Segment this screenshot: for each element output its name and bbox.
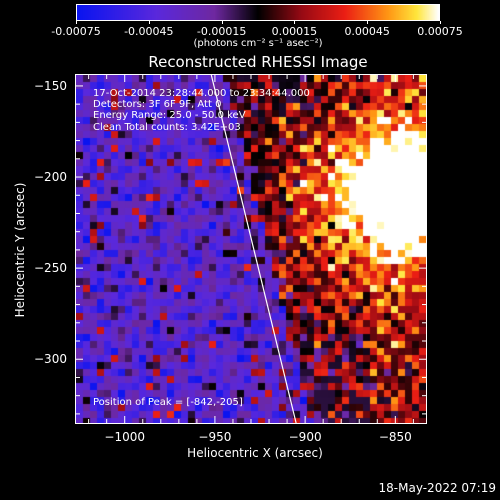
y-tick-label: −300: [34, 352, 67, 367]
solar-limb-line: [210, 74, 297, 424]
colorbar-tick-label: 0.00075: [417, 25, 463, 38]
rhessi-heatmap: [76, 75, 426, 423]
colorbar-tick: [221, 21, 223, 24]
x-tick-label: −1000: [104, 430, 145, 444]
y-tick-label: −150: [34, 78, 67, 93]
plot-frame: [75, 74, 427, 424]
info-time: 17-Oct-2014 23:28:44.000 to 23:34:44.000: [93, 88, 310, 99]
footer-date: 18-May-2022 07:19: [378, 481, 496, 495]
x-tick-label: −900: [288, 430, 322, 444]
x-axis-label: Heliocentric X (arcsec): [187, 446, 323, 460]
colorbar-tick-label: -0.00075: [51, 25, 101, 38]
colorbar-tick: [148, 21, 150, 24]
colorbar-tick: [367, 21, 369, 24]
colorbar-tick-label: -0.00045: [124, 25, 174, 38]
colorbar-tick-label: -0.00015: [196, 25, 247, 38]
colorbar-tick-label: 0.00015: [271, 25, 318, 38]
x-tick-label: −950: [198, 430, 232, 444]
axis-ticks: [76, 75, 426, 423]
y-axis-label: Heliocentric Y (arcsec): [13, 182, 27, 318]
colorbar-units: (photons cm⁻² s⁻¹ asec⁻²): [193, 38, 323, 49]
colorbar-tick: [76, 21, 77, 24]
colorbar-frame: [76, 4, 440, 21]
info-clean: Clean Total counts: 3.42E+03: [93, 122, 241, 133]
info-detectors: Detectors: 3F 6F 9F, Att 0: [93, 99, 222, 110]
peak-position: Position of Peak = [-842,-205]: [93, 397, 243, 408]
info-energy: Energy Range: 25.0 - 50.0 keV: [93, 110, 246, 121]
colorbar-tick-label: 0.00045: [344, 25, 390, 38]
colorbar-tick: [440, 21, 441, 24]
plot-title: Reconstructed RHESSI Image: [148, 53, 368, 71]
colorbar-tick: [294, 21, 296, 24]
y-tick-label: −250: [34, 261, 67, 276]
colorbar: [77, 5, 439, 20]
y-tick-label: −200: [34, 170, 67, 185]
x-tick-label: −850: [378, 430, 412, 444]
